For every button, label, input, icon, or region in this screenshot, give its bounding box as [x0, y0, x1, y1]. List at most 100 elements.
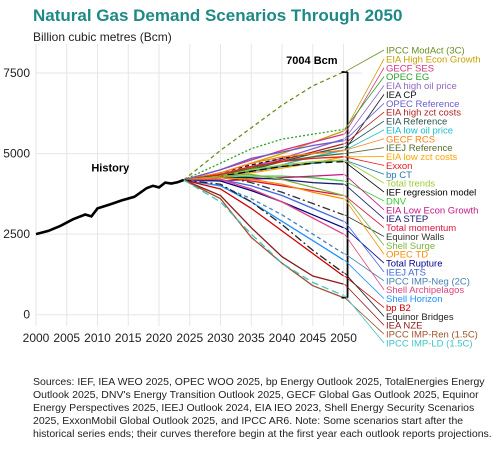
scenario-label: Shell Surge: [386, 241, 435, 252]
scenario-line: [183, 156, 344, 181]
label-connector: [344, 67, 385, 135]
scenario-line: [183, 179, 344, 274]
scenario-label: OPEC TD: [386, 250, 428, 261]
scenario-label: EIA High Econ Growth: [386, 54, 481, 65]
label-connector: [344, 85, 385, 140]
scenario-label: EIA low oil price: [386, 125, 453, 136]
label-connector: [344, 159, 385, 175]
x-tick-label: 2000: [23, 331, 50, 345]
scenario-label: Exxon: [386, 161, 412, 172]
history-label: History: [91, 162, 130, 174]
label-connector: [344, 259, 385, 299]
x-tick-label: 2025: [176, 331, 203, 345]
y-tick-label: 7500: [3, 66, 30, 80]
scenario-label: Total Rupture: [386, 259, 443, 270]
scenario-label: IEEJ Reference: [386, 143, 453, 154]
scenario-label: IPCC ModAct (3C): [386, 46, 465, 57]
label-connector: [344, 180, 385, 202]
scenario-label: EIA low zct costs: [386, 152, 458, 163]
y-tick-label: 2500: [3, 227, 30, 241]
scenario-label: EIA high zct costs: [386, 108, 461, 119]
scenario-label: EIA Reference: [386, 117, 447, 128]
label-connector: [344, 102, 385, 141]
scenario-label: IEA NZE: [386, 321, 422, 332]
scenario-line: [183, 175, 344, 216]
label-connector: [344, 233, 385, 290]
x-tick-label: 2020: [146, 331, 173, 345]
label-connector: [344, 49, 385, 73]
x-tick-label: 2005: [53, 331, 80, 345]
scenario-label: EIA high oil price: [386, 81, 457, 92]
label-connector: [344, 76, 385, 130]
label-connector: [344, 111, 385, 145]
y-tick-label: 5000: [3, 147, 30, 161]
label-connector: [344, 156, 385, 166]
scenario-label: OPEC EG: [386, 72, 429, 83]
scenario-label: Total momentum: [386, 223, 456, 234]
label-connector: [344, 221, 385, 273]
label-connector: [344, 161, 385, 193]
x-tick-label: 2035: [238, 331, 265, 345]
label-connector: [344, 183, 385, 219]
scenario-line: [183, 179, 344, 277]
scenario-label: IEA STEP: [386, 214, 428, 225]
scenario-label: Total trends: [386, 179, 435, 190]
scenario-line: [183, 179, 344, 296]
y-tick-label: 0: [23, 308, 30, 322]
scenario-label: IEF regression model: [386, 188, 476, 199]
label-connector: [344, 120, 385, 148]
x-tick-label: 2040: [269, 331, 296, 345]
scenario-label: DNV: [386, 196, 407, 207]
label-connector: [344, 214, 385, 237]
x-tick-label: 2030: [207, 331, 234, 345]
scenario-label: IPCC IMP-Ren (1.5C): [386, 330, 478, 341]
x-tick-label: 2045: [299, 331, 326, 345]
scenario-label: OPEC Reference: [386, 99, 459, 110]
range-label: 7004 Bcm: [286, 55, 338, 67]
label-connector: [344, 58, 385, 132]
scenario-label: GECF SES: [386, 63, 434, 74]
x-tick-label: 2050: [330, 331, 357, 345]
scenario-label: bp CT: [386, 170, 412, 181]
scenario-label: bp B2: [386, 303, 411, 314]
scenario-line: [183, 179, 344, 285]
chart-title: Natural Gas Demand Scenarios Through 205…: [33, 6, 403, 25]
label-connector: [344, 174, 385, 211]
scenario-label: EIA Low Econ Growth: [386, 205, 478, 216]
scenario-label: Shell Horizon: [386, 294, 443, 305]
label-connector: [344, 275, 385, 308]
label-connector: [344, 138, 385, 151]
scenario-label: IEA CP: [386, 90, 417, 101]
scenario-line: [183, 149, 344, 181]
scenario-line: [183, 128, 344, 181]
label-connector: [344, 129, 385, 151]
label-connector: [344, 227, 385, 264]
source-note: Sources: IEF, IEA WEO 2025, OPEC WOO 202…: [33, 376, 492, 440]
label-connector: [344, 198, 385, 255]
y-axis-label: Billion cubic metres (Bcm): [33, 30, 172, 44]
scenario-line: [183, 177, 344, 200]
scenario-line: [183, 160, 344, 181]
scenario-line: [183, 173, 344, 197]
label-connector: [344, 295, 385, 344]
scenario-line: [183, 179, 344, 299]
scenario-label: IPCC IMP-Neg (2C): [386, 276, 470, 287]
scenario-label: GECF RCS: [386, 134, 435, 145]
label-connector: [344, 159, 385, 184]
scenario-label: Equinor Walls: [386, 232, 445, 243]
history-line: [35, 178, 185, 236]
label-connector: [344, 147, 385, 154]
x-tick-label: 2015: [115, 331, 142, 345]
scenario-line: [183, 179, 344, 261]
scenario-label: IPCC IMP-LD (1.5C): [386, 339, 473, 350]
label-connector: [344, 195, 385, 246]
scenario-label: Shell Archipelagos: [386, 285, 464, 296]
label-connector: [344, 272, 385, 317]
label-connector: [344, 195, 385, 228]
label-connector: [344, 253, 385, 282]
scenario-line: [183, 179, 344, 229]
scenario-line: [183, 140, 344, 181]
scenario-line: [183, 178, 344, 235]
